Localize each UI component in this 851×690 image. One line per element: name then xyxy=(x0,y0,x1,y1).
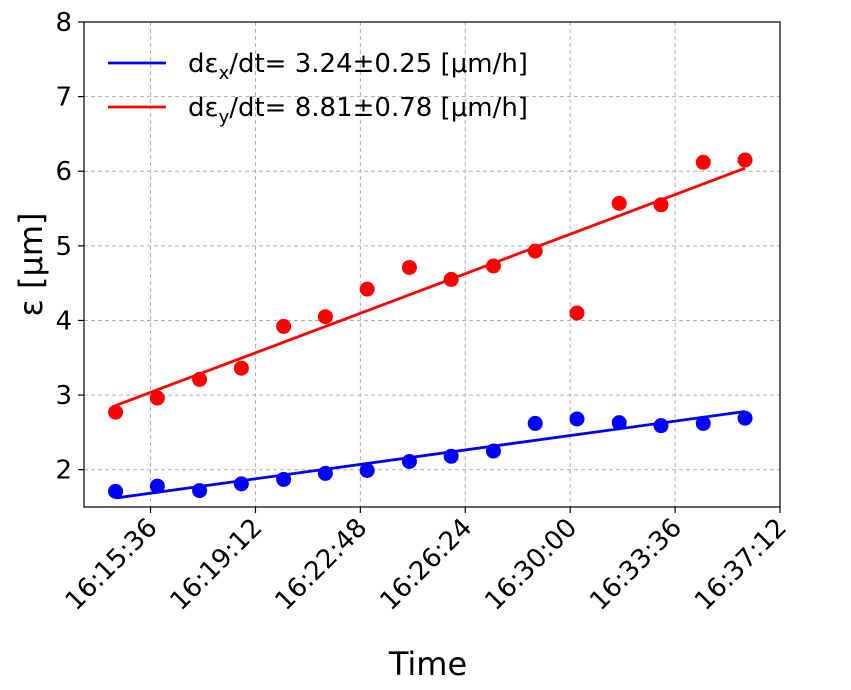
x-axis-label: Time xyxy=(388,645,467,683)
data-point-x xyxy=(149,478,165,494)
data-point-x xyxy=(611,415,627,431)
y-tick-label: 8 xyxy=(55,8,72,38)
x-tick-label: 16:26:24 xyxy=(374,513,478,617)
data-point-x xyxy=(527,415,543,431)
legend: dεx/dt= 3.24±0.25 [μm/h] dεy/dt= 8.81±0.7… xyxy=(108,49,528,128)
data-point-y xyxy=(108,404,124,420)
data-point-y xyxy=(569,305,585,321)
y-tick-label: 7 xyxy=(55,83,72,113)
data-point-x xyxy=(443,448,459,464)
x-tick-label: 16:30:00 xyxy=(479,513,583,617)
plot-frame xyxy=(83,21,781,508)
data-point-y xyxy=(401,259,417,275)
y-tick-label: 3 xyxy=(55,381,72,411)
data-points xyxy=(108,152,753,499)
fit-line-x xyxy=(115,410,746,500)
data-point-y xyxy=(149,390,165,406)
x-tick-label: 16:22:48 xyxy=(270,513,374,617)
data-point-x xyxy=(192,483,208,499)
data-point-y xyxy=(233,360,249,376)
data-point-y xyxy=(276,318,292,334)
data-point-y xyxy=(359,281,375,297)
fit-lines xyxy=(115,166,746,500)
data-point-y xyxy=(443,271,459,287)
y-tick-label: 4 xyxy=(55,306,72,336)
x-tick-label: 16:37:12 xyxy=(689,513,793,617)
data-point-y xyxy=(611,195,627,211)
fit-line-y xyxy=(115,166,746,407)
data-point-y xyxy=(527,243,543,259)
x-tick-label: 16:15:36 xyxy=(60,513,164,617)
x-tick-label: 16:19:12 xyxy=(165,513,269,617)
legend-entry-x: dεx/dt= 3.24±0.25 [μm/h] xyxy=(188,49,528,84)
x-tick-label: 16:33:36 xyxy=(584,513,688,617)
y-axis-label: ε [μm] xyxy=(12,213,50,317)
data-point-y xyxy=(485,258,501,274)
data-point-x xyxy=(653,418,669,434)
data-point-x xyxy=(401,453,417,469)
y-tick-label: 6 xyxy=(55,157,72,187)
data-point-x xyxy=(276,471,292,487)
data-point-x xyxy=(695,415,711,431)
data-point-x xyxy=(569,411,585,427)
data-point-x xyxy=(737,410,753,426)
data-point-y xyxy=(317,309,333,325)
data-point-y xyxy=(695,154,711,170)
data-point-x xyxy=(485,443,501,459)
data-point-y xyxy=(653,197,669,213)
data-point-x xyxy=(233,476,249,492)
data-point-x xyxy=(108,483,124,499)
legend-entry-y: dεy/dt= 8.81±0.78 [μm/h] xyxy=(188,93,528,128)
y-tick-label: 2 xyxy=(55,456,72,486)
data-point-y xyxy=(192,371,208,387)
data-point-y xyxy=(737,152,753,168)
data-point-x xyxy=(359,462,375,478)
y-tick-label: 5 xyxy=(55,232,72,262)
data-point-x xyxy=(317,465,333,481)
